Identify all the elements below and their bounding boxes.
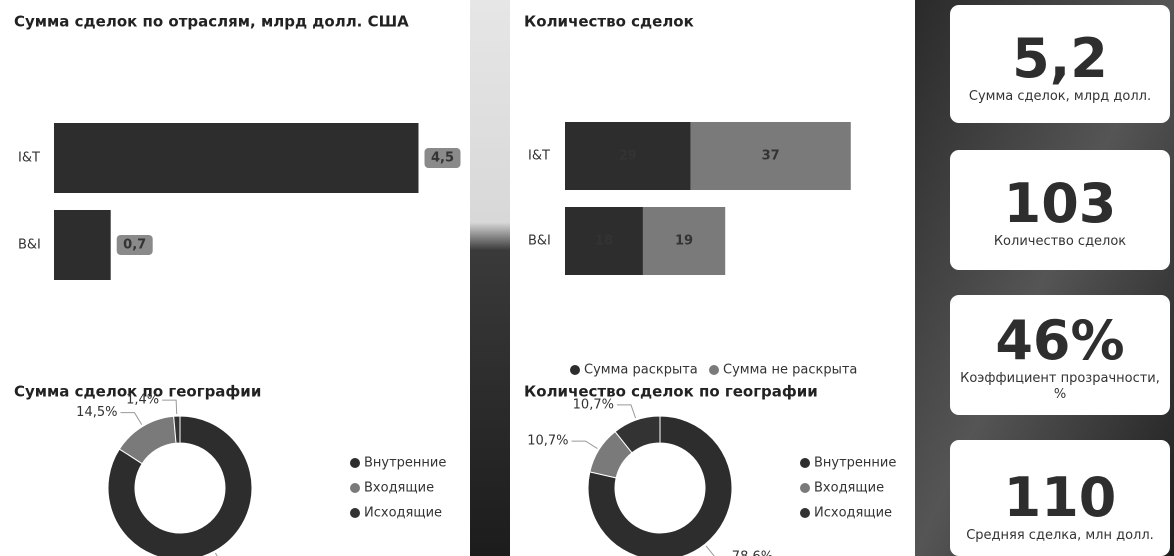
chart-title: Сумма сделок по отраслям, млрд долл. США — [14, 13, 409, 31]
dashboard: Сумма сделок по отраслям, млрд долл. США… — [0, 0, 1174, 556]
kpi-label: Средняя сделка, млн долл. — [950, 528, 1170, 544]
category-label: B&I — [18, 238, 41, 253]
kpi-label: Количество сделок — [950, 234, 1170, 250]
leader-line — [706, 546, 729, 556]
data-label: 0,7 — [123, 238, 146, 253]
legend-label: Внутренние — [814, 456, 896, 471]
legend-marker — [800, 508, 810, 518]
legend-label: Исходящие — [364, 506, 442, 521]
data-label: 18 — [595, 234, 613, 249]
data-label: 19 — [675, 234, 693, 249]
category-label: B&I — [528, 234, 551, 249]
legend-marker — [800, 458, 810, 468]
data-label: 29 — [619, 149, 637, 164]
kpi-card: 46%Коэффициент прозрачности, % — [950, 295, 1170, 415]
legend-marker — [570, 365, 580, 375]
background-strip — [470, 0, 510, 556]
kpi-label: Коэффициент прозрачности, % — [950, 371, 1170, 403]
legend-label: Внутренние — [364, 456, 446, 471]
legend-marker — [350, 508, 360, 518]
legend-label: Входящие — [814, 481, 884, 496]
chart-title: Количество сделок — [524, 13, 694, 31]
bar — [54, 210, 111, 280]
category-label: I&T — [528, 149, 550, 164]
kpi-value: 110 — [950, 468, 1170, 528]
legend-label: Сумма раскрыта — [584, 363, 698, 378]
leader-line — [572, 441, 598, 448]
data-label: 78,6% — [732, 549, 773, 556]
legend-marker — [709, 365, 719, 375]
legend-marker — [350, 483, 360, 493]
legend-marker — [800, 483, 810, 493]
data-label: 4,5 — [431, 151, 454, 166]
data-label: 1,4% — [126, 393, 159, 408]
data-label: 14,5% — [76, 405, 117, 420]
legend-label: Исходящие — [814, 506, 892, 521]
leader-line — [162, 400, 177, 414]
kpi-label: Сумма сделок, млрд долл. — [950, 89, 1170, 105]
data-label: 37 — [762, 149, 780, 164]
chart-title: Количество сделок по географии — [524, 383, 818, 401]
leader-line — [617, 405, 636, 418]
legend-label: Входящие — [364, 481, 434, 496]
kpi-value: 103 — [950, 174, 1170, 234]
category-label: I&T — [18, 151, 40, 166]
kpi-value: 46% — [950, 311, 1170, 371]
legend-label: Сумма не раскрыта — [723, 363, 857, 378]
data-label: 10,7% — [573, 397, 614, 412]
legend-marker — [350, 458, 360, 468]
leader-line — [120, 413, 141, 425]
data-label: 10,7% — [527, 434, 568, 449]
bar — [54, 123, 419, 193]
kpi-value: 5,2 — [950, 29, 1170, 89]
